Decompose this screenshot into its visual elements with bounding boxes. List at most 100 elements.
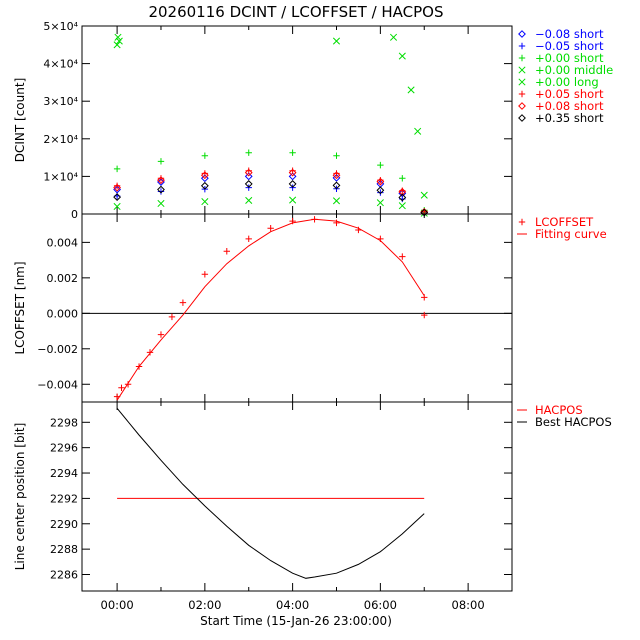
data-point: [407, 86, 415, 94]
x-tick-label: 06:00: [364, 598, 397, 612]
data-point: [113, 202, 121, 211]
data-point: [201, 198, 209, 206]
data-point: [245, 235, 252, 243]
panel-frame: [81, 25, 513, 215]
legend-top: −0.08 short−0.05 short+0.00 short+0.00 m…: [518, 27, 613, 125]
data-point: [288, 180, 297, 188]
data-point: [113, 41, 121, 49]
data-point: [376, 199, 384, 207]
y-axis-label: LCOFFSET [nm]: [13, 261, 27, 354]
data-point: [332, 37, 341, 45]
data-point: [244, 168, 253, 177]
data-point: [420, 191, 428, 199]
series-0-7: [113, 180, 429, 217]
series-2-1: [116, 407, 425, 579]
panel-bottom: 2286 2288 2290 2292 2294 2296 2298 Line center …: [13, 401, 612, 592]
y-tick-label: 0.002: [47, 272, 79, 285]
y-tick-label: 2290: [50, 518, 78, 531]
legend-label: HACPOS: [535, 403, 583, 417]
series-line: [116, 218, 425, 401]
series-0-6: [113, 168, 429, 216]
data-point: [398, 193, 407, 202]
x-tick-label: 02:00: [188, 598, 221, 612]
legend-marker: [518, 114, 526, 122]
legend-label: −0.05 short: [535, 39, 604, 53]
y-tick-label: 2292: [50, 492, 78, 505]
data-point: [267, 224, 274, 232]
y-tick-label: −0.002: [37, 343, 78, 356]
chart-title: 20260116 DCINT / LCOFFSET / HACPOS: [148, 3, 443, 21]
data-point: [245, 149, 252, 156]
legend-marker: [518, 30, 526, 38]
series-line: [116, 407, 425, 579]
x-tick-label: 08:00: [452, 598, 485, 612]
legend-marker: [518, 218, 526, 226]
data-point: [289, 196, 297, 204]
data-point: [376, 186, 385, 195]
legend-label: Best HACPOS: [535, 415, 612, 429]
data-point: [168, 313, 176, 321]
y-tick-label: 5×10⁴: [43, 20, 78, 33]
data-point: [113, 183, 122, 192]
y-tick-label: 0.004: [47, 236, 79, 249]
data-point: [289, 167, 296, 174]
data-point: [157, 185, 165, 194]
data-point: [333, 152, 340, 159]
data-point: [398, 187, 407, 196]
data-point: [332, 181, 341, 190]
legend-label: +0.00 short: [535, 51, 604, 65]
y-tick-label: 3×10⁴: [43, 95, 78, 108]
legend-label: Fitting curve: [535, 227, 607, 241]
data-point: [244, 180, 253, 188]
data-point: [146, 349, 154, 356]
legend-marker: [518, 66, 526, 74]
legend-label: −0.08 short: [535, 27, 604, 41]
data-point: [376, 177, 385, 186]
data-point: [389, 33, 398, 41]
y-tick-label: 2286: [50, 569, 78, 582]
legend-marker: [518, 102, 526, 110]
y-tick-label: 2288: [50, 543, 78, 556]
legend-marker: [518, 90, 526, 98]
legend-marker: [518, 78, 526, 86]
data-point: [399, 175, 406, 182]
data-point: [118, 384, 125, 392]
panel-top: 0 1×10⁴ 2×10⁴ 3×10⁴ 4×10⁴ 5×10⁴ DCINT [count] −…: [13, 20, 613, 221]
y-axis-label: DCINT [count]: [13, 78, 27, 163]
legend-label: +0.00 long: [535, 75, 599, 89]
data-point: [398, 52, 406, 60]
data-point: [332, 171, 341, 180]
data-point: [200, 174, 209, 183]
series-1-0: [113, 216, 428, 400]
data-point: [398, 202, 406, 210]
data-point: [288, 168, 297, 177]
y-tick-label: 2294: [50, 467, 78, 480]
legend-label: +0.00 middle: [535, 63, 613, 77]
data-point: [201, 152, 209, 159]
data-point: [414, 127, 422, 135]
data-point: [157, 158, 165, 165]
y-tick-label: 0: [71, 208, 78, 221]
x-tick-label: 04:00: [276, 598, 309, 612]
series-1-1: [116, 218, 425, 401]
data-point: [201, 170, 209, 177]
y-tick-label: 0.000: [47, 307, 79, 320]
data-point: [157, 331, 165, 338]
plot-layer: 0 1×10⁴ 2×10⁴ 3×10⁴ 4×10⁴ 5×10⁴ DCINT [count] −…: [13, 20, 613, 612]
data-point: [113, 182, 121, 189]
data-point: [114, 33, 122, 41]
data-point: [115, 37, 123, 45]
x-axis-label: Start Time (15-Jan-26 23:00:00): [200, 614, 392, 628]
data-point: [157, 175, 165, 182]
data-point: [200, 181, 209, 190]
data-point: [200, 171, 209, 180]
data-point: [332, 197, 341, 205]
data-point: [244, 172, 253, 181]
y-tick-label: 2298: [50, 416, 78, 429]
y-axis-label: Line center position [bit]: [13, 423, 27, 571]
data-point: [377, 189, 384, 196]
data-point: [124, 381, 132, 388]
data-point: [399, 253, 406, 260]
